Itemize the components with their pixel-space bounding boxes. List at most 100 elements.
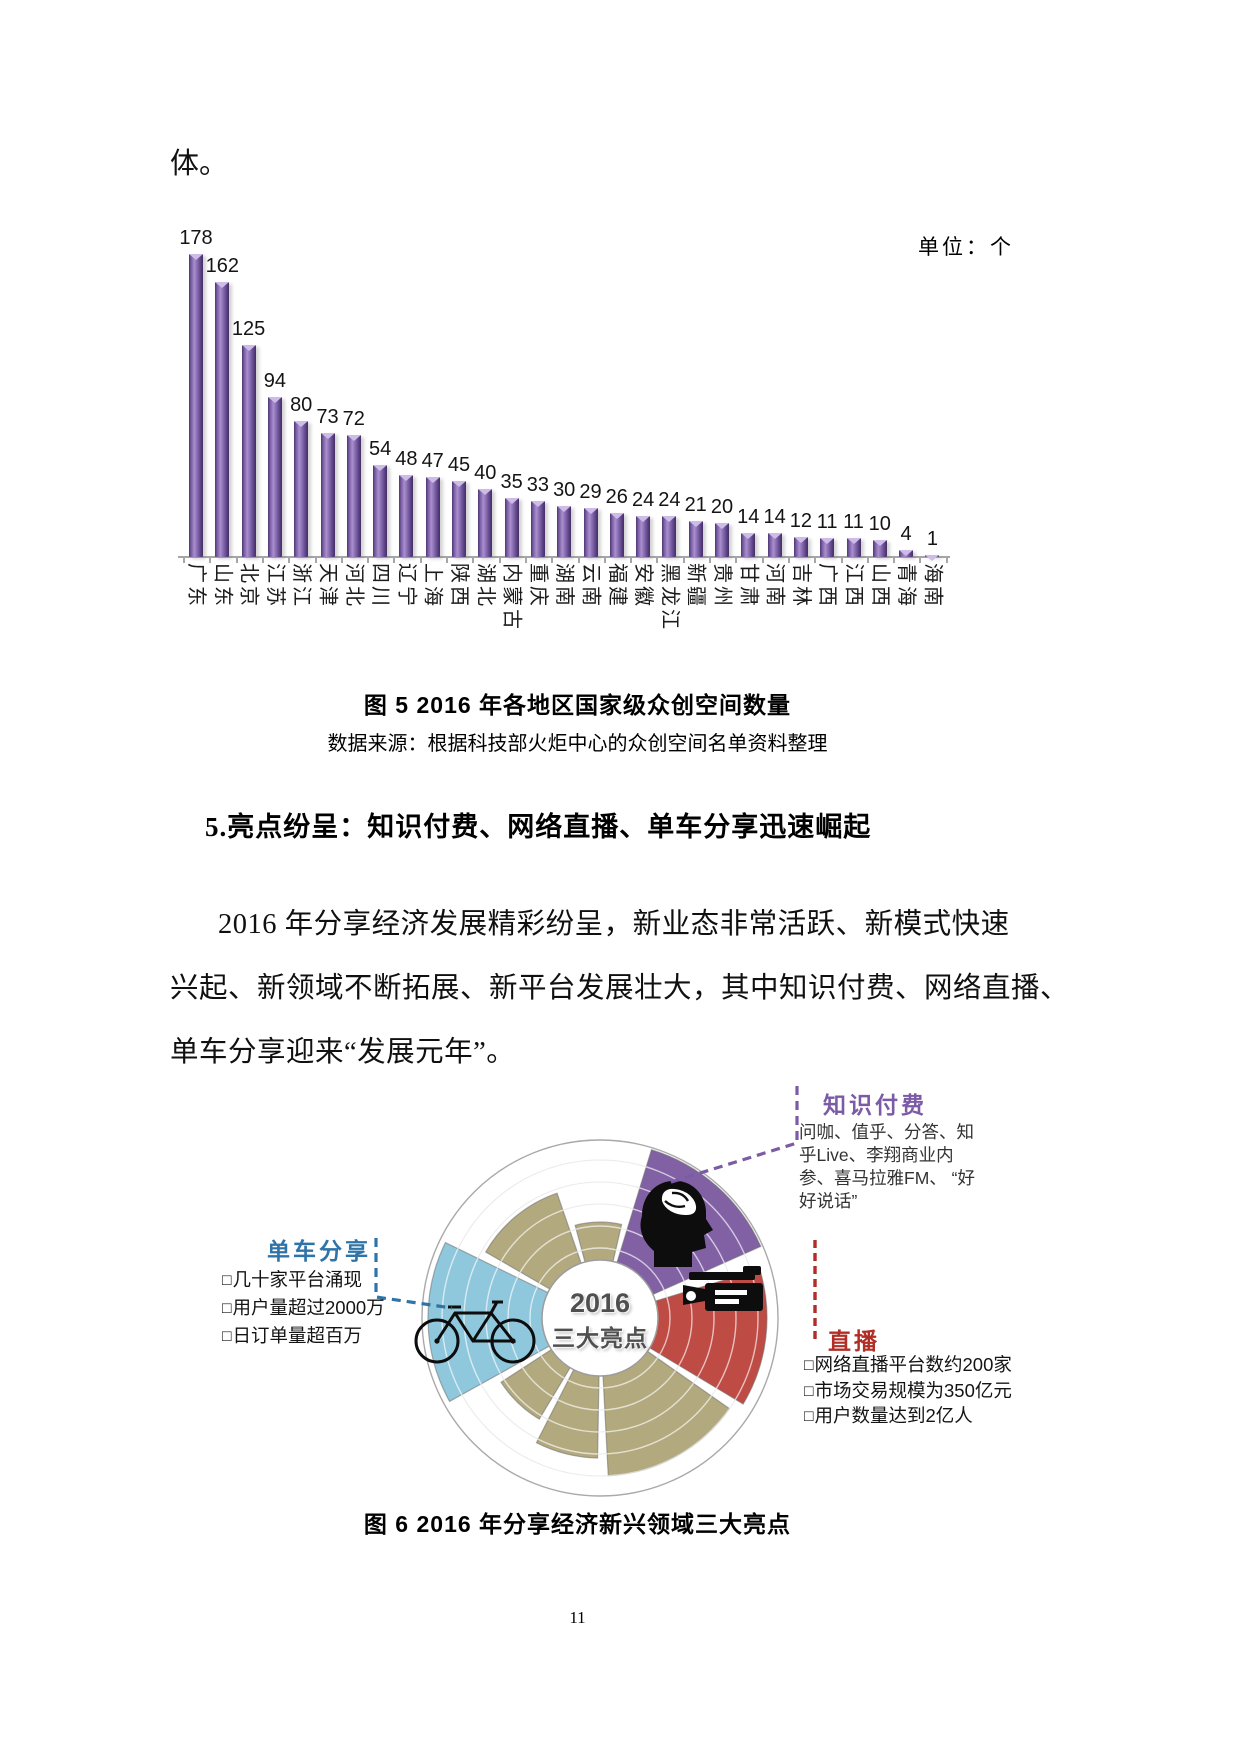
section-heading: 5.亮点纷呈：知识付费、网络直播、单车分享迅速崛起: [205, 812, 872, 842]
bar: [741, 533, 756, 557]
axis-tick: [183, 558, 185, 563]
axis-category-label: 天津: [316, 563, 339, 609]
grid-circles-overlay: [441, 1159, 759, 1477]
axis-category-label: 山东: [211, 563, 234, 609]
bar-value-label: 12: [789, 509, 813, 532]
axis-tick: [419, 558, 422, 563]
bullet-item: 市场交易规模为350亿元: [804, 1379, 1012, 1405]
paragraph-line: 兴起、新领域不断拓展、新平台发展壮大，其中知识付费、网络直播、: [170, 973, 1070, 1004]
bar-value-label: 1: [926, 528, 938, 550]
bullet-item: 几十家平台涌现: [222, 1267, 385, 1295]
bullet-item: 用户数量达到2亿人: [804, 1404, 1012, 1430]
axis-tick: [787, 558, 790, 563]
bar: [452, 480, 466, 557]
paragraph-line: 单车分享迎来“发展元年”。: [170, 1037, 516, 1068]
axis-tick: [498, 558, 501, 563]
bar-value-label: 21: [684, 494, 707, 517]
bar: [715, 523, 729, 557]
bike-sharing-callout-title: 单车分享: [267, 1238, 371, 1264]
axis-tick: [761, 558, 764, 563]
axis-tick: [340, 558, 343, 563]
bar-value-label: 54: [368, 438, 392, 461]
bar-value-label: 14: [763, 506, 786, 529]
bar-value-label: 14: [737, 506, 760, 529]
axis-category-label: 上海: [421, 563, 444, 609]
bar: [609, 512, 624, 557]
bike-callout-line: [374, 1238, 453, 1310]
bar: [504, 497, 519, 557]
outer-circle: [421, 1139, 779, 1497]
live-streaming-callout-title: 直播: [828, 1328, 880, 1354]
axis-tick: [367, 558, 370, 563]
bullet-item: 日订单量超百万: [222, 1323, 385, 1351]
bar-value-label: 94: [263, 370, 287, 393]
axis-category-label: 广西: [816, 563, 839, 609]
axis-tick: [814, 558, 817, 563]
bar-chart: 178 广东 162 山东 125 北京 94 江苏 80 浙江 73 天津 72 河北 54 四川 48 辽宁 4…: [0, 0, 1240, 700]
bar-value-label: 26: [605, 485, 628, 508]
axis-tick: [735, 558, 738, 563]
axis-tick: [472, 558, 475, 563]
bar-value-label: 30: [553, 479, 576, 501]
axis-category-label: 青海: [895, 563, 918, 609]
axis-category-label: 江西: [842, 563, 865, 609]
axis-category-label: 甘肃: [737, 563, 760, 609]
axis-category-label: 四川: [369, 563, 392, 609]
diagram-center-label: 2016 三大亮点: [538, 1288, 662, 1353]
knowledge-payment-callout-description: 问咖、值乎、分答、知乎Live、李翔商业内参、喜马拉雅FM、 “好好说话”: [799, 1122, 975, 1211]
page-number: 11: [569, 1608, 586, 1627]
bar-value-label: 125: [231, 317, 266, 340]
axis-tick: [630, 558, 633, 563]
axis-category-label: 福建: [605, 563, 628, 609]
center-circle: [541, 1259, 659, 1377]
axis-category-label: 安徽: [632, 563, 655, 609]
axis-tick: [709, 558, 711, 563]
axis-category-label: 黑龙江: [658, 563, 681, 632]
bar-value-label: 11: [816, 511, 838, 534]
axis-category-label: 贵州: [711, 563, 733, 609]
bar-value-label: 73: [316, 405, 339, 428]
bar: [373, 465, 388, 557]
bar-value-label: 47: [421, 450, 444, 473]
axis-tick: [551, 558, 554, 563]
bike-sharing-bullet-list: 几十家平台涌现用户量超过2000万日订单量超百万: [222, 1267, 385, 1351]
bar: [557, 506, 572, 557]
bullet-item: 用户量超过2000万: [222, 1295, 385, 1323]
bar: [530, 500, 545, 557]
bar: [267, 397, 282, 557]
bar: [688, 521, 703, 557]
axis-category-label: 浙江: [290, 563, 313, 609]
axis-category-label: 北京: [237, 563, 260, 609]
axis-tick: [393, 558, 396, 563]
axis-tick: [261, 558, 264, 563]
axis-category-label: 海南: [921, 563, 944, 609]
bar: [478, 489, 493, 557]
bar: [425, 477, 440, 557]
bar: [820, 538, 835, 557]
axis-tick: [893, 558, 896, 563]
axis-category-label: 河北: [342, 563, 365, 609]
three-highlights-wheel-diagram: [374, 1086, 817, 1497]
bicycle-icon: [414, 1300, 536, 1364]
video-camera-icon: [683, 1266, 763, 1311]
axis-category-label: 新疆: [684, 563, 707, 609]
brain-head-icon: [640, 1180, 713, 1267]
bar: [320, 432, 335, 557]
bar: [241, 344, 256, 557]
x-axis-line: [178, 556, 950, 558]
bar: [399, 475, 414, 557]
bar-value-label: 178: [179, 227, 213, 250]
knowledge-callout-line: [667, 1086, 799, 1185]
axis-category-label: 山西: [868, 563, 891, 609]
bar-value-label: 10: [868, 513, 891, 535]
bar: [189, 254, 203, 557]
axis-category-label: 湖南: [553, 563, 576, 609]
bar-value-label: 72: [342, 407, 365, 430]
bar-value-label: 24: [658, 489, 681, 512]
paragraph-fragment: 体。: [170, 148, 229, 180]
axis-tick: [209, 558, 212, 563]
axis-tick: [446, 558, 448, 563]
axis-tick: [656, 558, 659, 563]
bar: [925, 555, 940, 561]
axis-tick: [314, 558, 317, 563]
